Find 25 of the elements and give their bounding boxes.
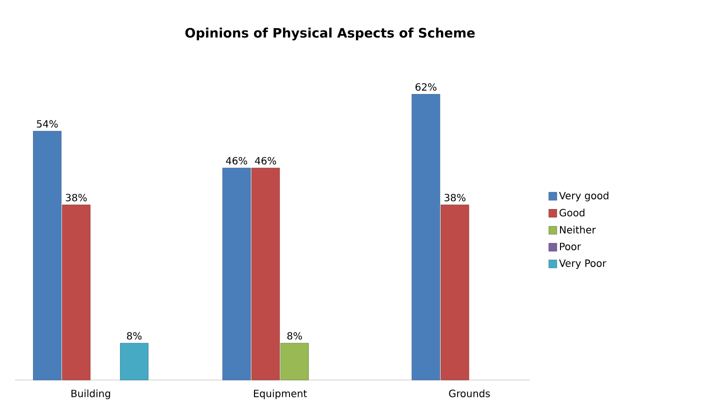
data-label: 46% (226, 156, 248, 164)
legend-label: Good (560, 208, 584, 216)
legend-label: Neither (560, 226, 596, 234)
legend-label: Poor (560, 242, 581, 250)
data-label: 62% (416, 83, 436, 91)
legend-label: Very good (559, 192, 608, 202)
bar (222, 168, 251, 380)
bar (412, 94, 440, 380)
chart-title: Opinions of Physical Aspects of Scheme (185, 28, 475, 40)
data-label: 38% (66, 194, 87, 202)
data-label: 54% (36, 120, 58, 128)
x-tick-label: Equipment (254, 390, 307, 400)
bar (280, 342, 309, 380)
bar (33, 130, 62, 380)
data-label: 8% (287, 332, 302, 340)
data-label: 8% (127, 332, 142, 340)
legend-label: Very Poor (559, 260, 606, 269)
bar (62, 204, 90, 380)
data-label: 38% (444, 194, 466, 202)
x-tick-label: Grounds (449, 390, 490, 398)
bar (120, 342, 148, 380)
data-label: 46% (254, 156, 276, 164)
bar (251, 168, 280, 380)
x-tick-label: Building (72, 390, 110, 400)
bar (440, 204, 470, 380)
